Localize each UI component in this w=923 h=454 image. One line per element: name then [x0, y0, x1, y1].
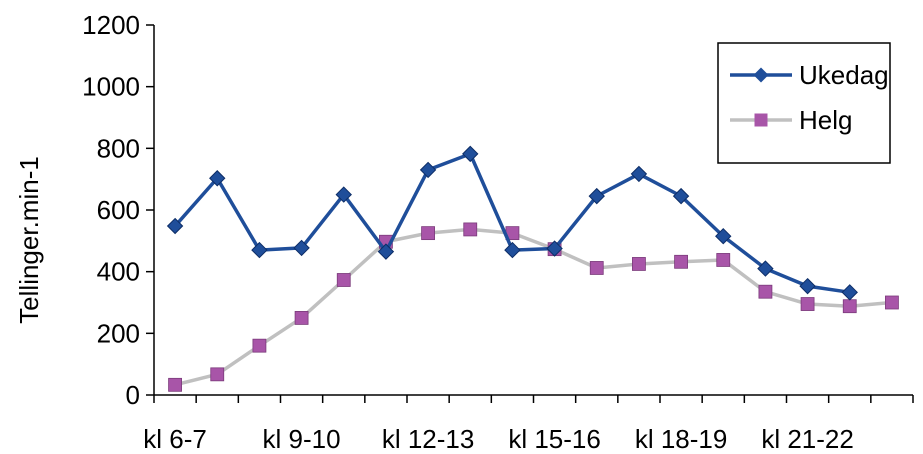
- data-point: [672, 187, 690, 205]
- data-point: [715, 228, 732, 245]
- data-point: [209, 170, 226, 187]
- series-line-ukedag: [173, 152, 851, 295]
- data-point: [336, 273, 351, 287]
- series-helg: [168, 222, 899, 392]
- y-tick-label: 0: [126, 380, 140, 410]
- data-point: [841, 284, 858, 301]
- y-tick-label: 200: [97, 318, 140, 348]
- series-line-helg: [174, 227, 893, 387]
- data-point: [168, 377, 182, 392]
- data-point: [800, 297, 815, 311]
- x-tick-label: kl 12-13: [382, 424, 475, 454]
- legend-marker-ukedag: [753, 67, 769, 83]
- data-point: [757, 260, 774, 277]
- y-axis-ticks: 0 200 400 600 800 1000 1200: [82, 10, 154, 410]
- x-tick-label: kl 15-16: [508, 424, 601, 454]
- data-point: [589, 261, 604, 275]
- data-point: [588, 187, 605, 205]
- legend-frame: [717, 42, 891, 164]
- series-layer: [166, 145, 899, 392]
- data-point: [885, 295, 899, 310]
- x-tick-label: kl 6-7: [143, 424, 207, 454]
- data-point: [632, 257, 646, 271]
- data-point: [716, 253, 731, 267]
- data-point: [252, 338, 267, 353]
- data-point: [799, 277, 816, 295]
- data-point: [335, 186, 352, 203]
- data-point: [630, 165, 648, 183]
- data-point: [377, 243, 395, 260]
- data-point: [166, 217, 184, 235]
- legend-label-helg: Helg: [799, 105, 852, 135]
- legend: Ukedag Helg: [717, 42, 891, 164]
- legend-marker-helg: [754, 113, 768, 127]
- legend-label-ukedag: Ukedag: [799, 60, 889, 90]
- x-axis-ticks: kl 6-7 kl 9-10 kl 12-13 kl 15-16 kl 18-19 kl …: [143, 395, 914, 454]
- y-tick-label: 800: [97, 133, 140, 163]
- y-tick-label: 1000: [82, 72, 140, 102]
- data-point: [674, 254, 688, 269]
- x-tick-label: kl 21-22: [761, 424, 854, 454]
- data-point: [842, 299, 857, 314]
- data-point: [463, 222, 478, 237]
- data-point: [758, 284, 773, 299]
- y-tick-label: 600: [97, 195, 140, 225]
- data-point: [546, 240, 563, 257]
- x-tick-label: kl 9-10: [263, 424, 341, 454]
- data-point: [293, 239, 310, 257]
- data-point: [462, 145, 479, 163]
- data-point: [294, 311, 309, 325]
- series-ukedag: [166, 145, 858, 301]
- data-point: [251, 241, 268, 259]
- data-point: [419, 161, 437, 179]
- data-point: [210, 367, 225, 382]
- x-tick-label: kl 18-19: [635, 424, 728, 454]
- data-point: [504, 241, 521, 259]
- y-axis-title: Tellinger.min-1: [14, 156, 44, 324]
- data-point: [421, 226, 435, 241]
- y-tick-label: 1200: [82, 10, 140, 40]
- y-tick-label: 400: [97, 257, 140, 287]
